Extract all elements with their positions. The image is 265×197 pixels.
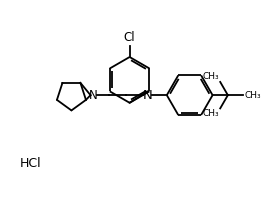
Text: N: N — [143, 89, 153, 102]
Text: N: N — [89, 89, 98, 102]
Text: CH₃: CH₃ — [203, 109, 219, 118]
Text: CH₃: CH₃ — [203, 72, 219, 81]
Text: Cl: Cl — [124, 31, 135, 44]
Text: HCl: HCl — [20, 157, 42, 170]
Text: CH₃: CH₃ — [244, 91, 261, 100]
